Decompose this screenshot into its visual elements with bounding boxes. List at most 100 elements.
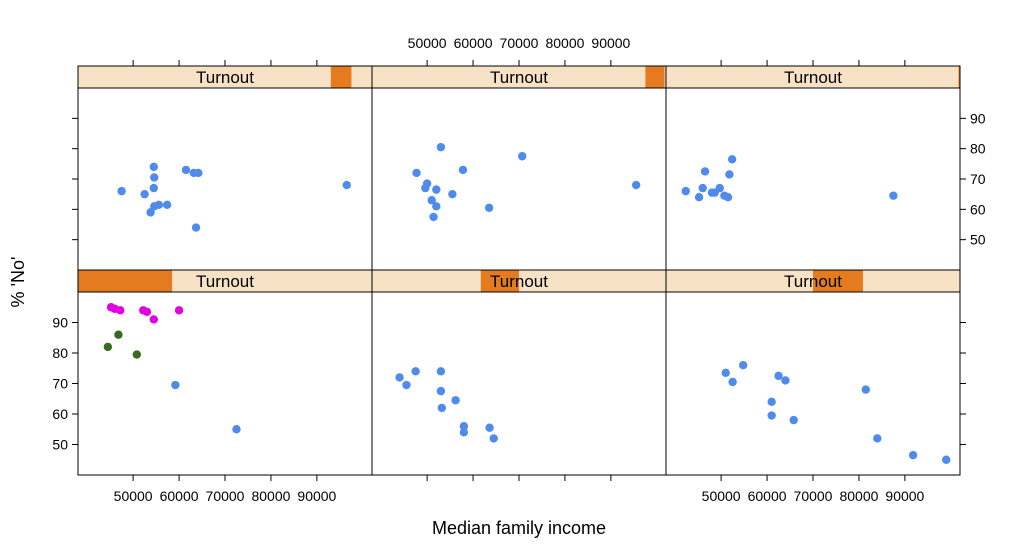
data-point bbox=[448, 189, 457, 199]
data-point bbox=[437, 403, 447, 413]
panels-layer: Turnout Turnout Turnout Turnout Turnout Turno… bbox=[77, 65, 961, 476]
data-point bbox=[149, 183, 158, 193]
data-point bbox=[171, 380, 180, 390]
panel-row1-col1: Turnout bbox=[77, 65, 373, 271]
data-point bbox=[715, 183, 724, 193]
data-point bbox=[117, 186, 126, 196]
data-point bbox=[889, 191, 898, 200]
data-point-magenta bbox=[174, 306, 184, 315]
y-tick-label-left: 80 bbox=[52, 345, 68, 361]
data-point bbox=[194, 168, 203, 178]
data-point bbox=[459, 422, 469, 431]
data-point bbox=[191, 223, 201, 232]
data-point bbox=[432, 202, 441, 211]
data-point-green bbox=[103, 342, 113, 352]
data-point bbox=[451, 396, 460, 405]
x-tick-label-bottom: 80000 bbox=[839, 488, 878, 504]
x-tick-label-bottom: 80000 bbox=[251, 488, 290, 504]
data-point bbox=[723, 193, 733, 202]
data-point bbox=[484, 203, 494, 213]
data-point bbox=[698, 183, 707, 193]
x-axis-title: Median family income bbox=[432, 518, 606, 538]
data-point bbox=[140, 189, 149, 199]
data-point bbox=[738, 361, 748, 370]
data-point bbox=[721, 368, 730, 378]
data-point bbox=[432, 185, 441, 194]
panel-row1-col3: Turnout bbox=[665, 65, 961, 271]
data-point bbox=[942, 455, 951, 464]
x-tick-label-bottom: 90000 bbox=[885, 488, 924, 504]
data-point bbox=[181, 165, 191, 175]
x-tick-label-top: 50000 bbox=[408, 35, 447, 51]
data-point-magenta bbox=[149, 315, 158, 324]
data-point bbox=[412, 168, 421, 178]
strip-background bbox=[372, 66, 666, 88]
data-point bbox=[458, 165, 468, 175]
data-point bbox=[725, 170, 734, 179]
y-tick-label-right: 50 bbox=[970, 232, 986, 248]
data-point bbox=[789, 415, 798, 425]
strip-label: Turnout bbox=[784, 272, 842, 291]
data-point bbox=[411, 367, 420, 376]
x-tick-label-bottom: 70000 bbox=[206, 488, 245, 504]
strip-level-indicator bbox=[645, 66, 665, 88]
strip-background bbox=[666, 66, 960, 88]
strip-label: Turnout bbox=[196, 68, 254, 87]
data-point bbox=[873, 434, 882, 443]
data-point bbox=[232, 425, 241, 434]
data-point bbox=[767, 411, 776, 420]
y-tick-label-left: 60 bbox=[52, 406, 68, 422]
data-point bbox=[342, 180, 351, 190]
axes-layer: 50000 60000 70000 80000 90000 50000 60000 70000… bbox=[52, 35, 985, 504]
x-tick-label-bottom: 60000 bbox=[160, 488, 199, 504]
data-point bbox=[422, 179, 432, 188]
data-point-green bbox=[114, 330, 123, 339]
x-tick-label-bottom: 50000 bbox=[702, 488, 741, 504]
y-tick-label-right: 80 bbox=[970, 141, 986, 157]
y-tick-label-left: 50 bbox=[52, 437, 68, 453]
x-tick-label-bottom: 90000 bbox=[297, 488, 336, 504]
data-point bbox=[518, 152, 527, 161]
data-point-magenta bbox=[142, 307, 152, 317]
panel-row2-col1: Turnout bbox=[77, 269, 373, 476]
data-point bbox=[774, 371, 783, 381]
data-point bbox=[631, 180, 641, 190]
data-point bbox=[459, 428, 469, 437]
y-tick-label-left: 90 bbox=[52, 315, 68, 331]
x-tick-label-top: 90000 bbox=[591, 35, 630, 51]
data-point bbox=[700, 167, 710, 176]
strip-label: Turnout bbox=[784, 68, 842, 87]
data-point bbox=[485, 423, 494, 432]
x-tick-label-bottom: 70000 bbox=[794, 488, 833, 504]
strip-label: Turnout bbox=[490, 272, 548, 291]
strip-level-indicator bbox=[958, 66, 960, 88]
y-axis-title: % 'No' bbox=[8, 257, 28, 308]
strip-background bbox=[78, 66, 372, 88]
data-point-magenta bbox=[116, 306, 125, 315]
data-point-green bbox=[132, 350, 141, 359]
data-point bbox=[149, 162, 158, 172]
x-tick-label-top: 70000 bbox=[500, 35, 539, 51]
data-point bbox=[781, 376, 790, 385]
data-point bbox=[694, 193, 704, 202]
strip-level-indicator bbox=[813, 270, 863, 292]
x-tick-label-top: 60000 bbox=[454, 35, 493, 51]
strip-level-indicator bbox=[480, 270, 519, 292]
data-point bbox=[402, 380, 411, 390]
data-point bbox=[146, 208, 155, 217]
data-point bbox=[767, 397, 776, 406]
data-point bbox=[436, 386, 446, 396]
panel-row2-col3: Turnout bbox=[665, 269, 961, 476]
x-tick-label-bottom: 60000 bbox=[748, 488, 787, 504]
data-point bbox=[162, 200, 172, 209]
x-tick-label-top: 80000 bbox=[545, 35, 584, 51]
data-point bbox=[150, 173, 159, 182]
panel-row2-col2: Turnout bbox=[371, 269, 667, 476]
strip-label: Turnout bbox=[196, 272, 254, 291]
strip-level-indicator bbox=[330, 66, 352, 88]
data-point bbox=[728, 377, 737, 387]
data-point bbox=[908, 450, 918, 460]
data-point bbox=[427, 196, 436, 205]
data-point bbox=[395, 373, 404, 382]
data-point bbox=[154, 200, 164, 209]
